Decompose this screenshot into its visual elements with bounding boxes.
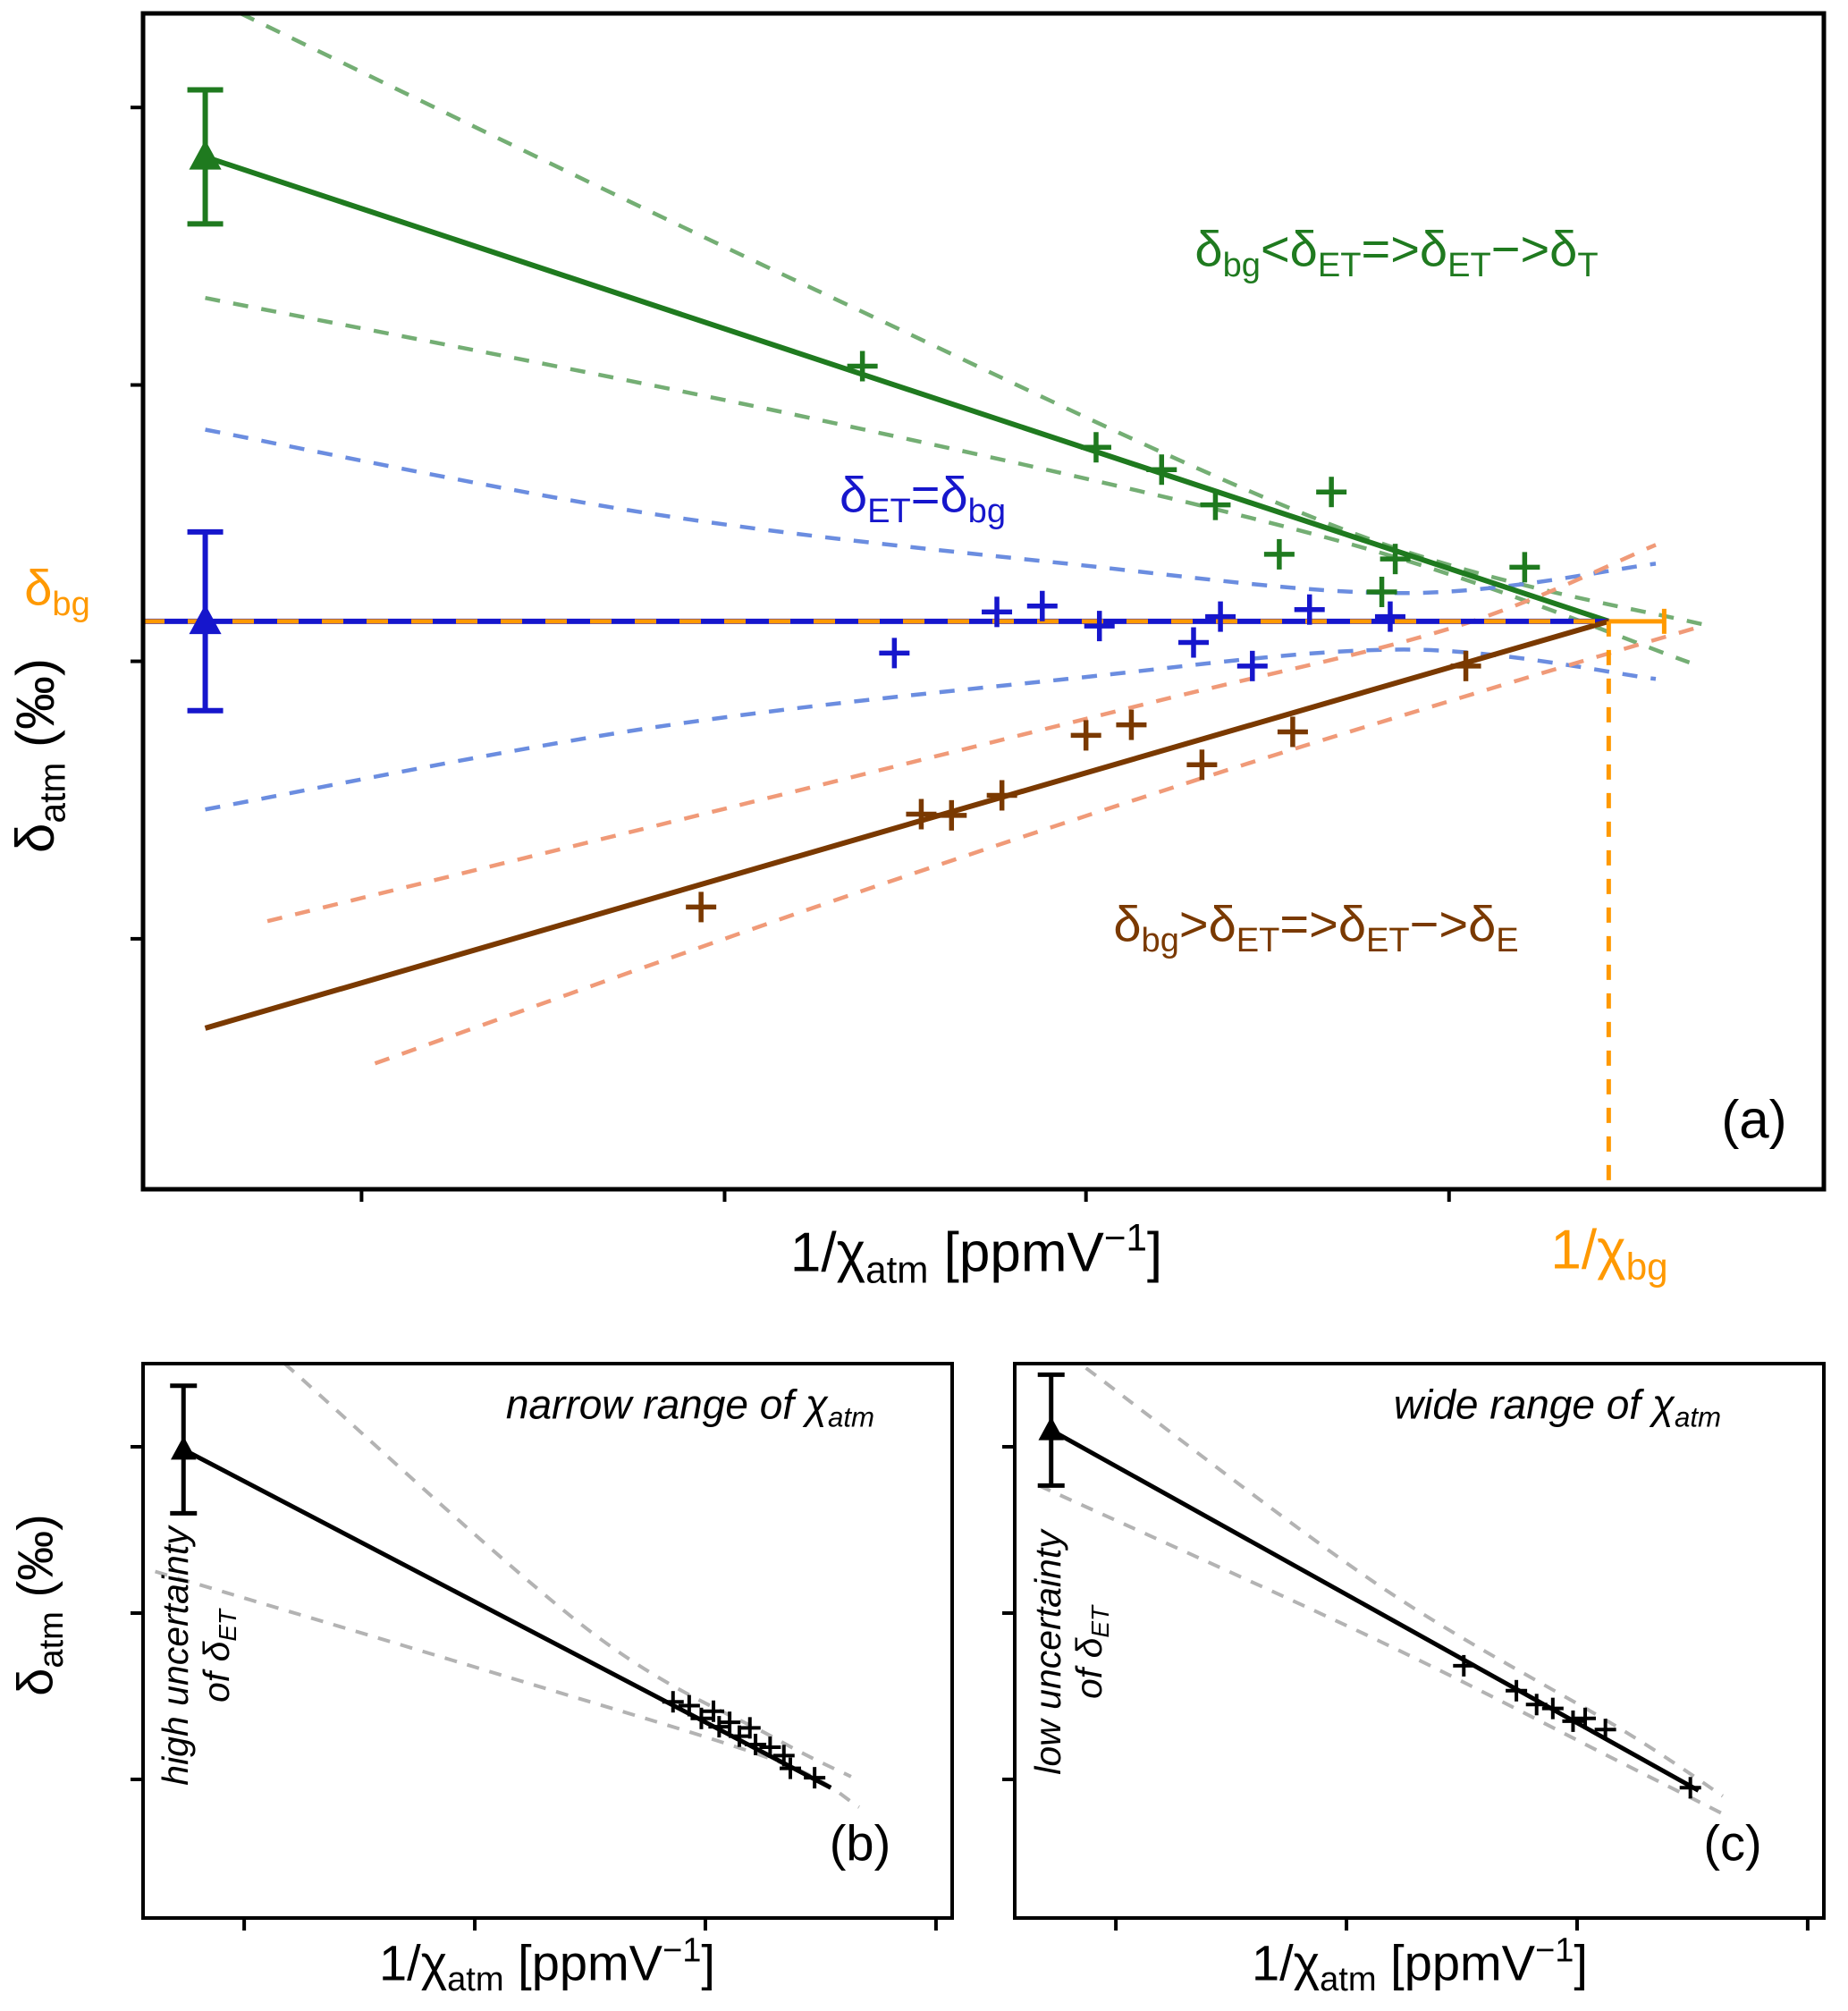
panel-c-x-axis-label: 1/χatm [ppmV−1] <box>1252 1931 1588 1998</box>
panel-c-letter: (c) <box>1703 1814 1762 1872</box>
green-case-annotation: δbg<δET=>δET−>δT <box>1194 220 1599 284</box>
panel-b-plot <box>131 1362 954 1931</box>
high-uncertainty-annotation: high uncertainty of δET <box>154 1526 242 1786</box>
panel-a-letter: (a) <box>1721 1089 1787 1150</box>
panel-c-plot <box>1002 1362 1826 1931</box>
panel-a-y-axis-label: δatm (‰) <box>5 657 73 854</box>
inverse-chi-bg-axis-label: 1/χbg <box>1550 1219 1668 1289</box>
panel-b-letter: (b) <box>829 1814 891 1872</box>
delta-bg-axis-label: δbg <box>24 559 90 623</box>
panel-a-plot <box>131 11 1827 1202</box>
low-uncertainty-annotation: low uncertainty of δET <box>1026 1530 1115 1775</box>
narrow-range-annotation: narrow range of χatm <box>505 1381 875 1433</box>
panel-b-y-axis-label: δatm (‰) <box>6 1514 71 1696</box>
brown-case-annotation: δbg>δET=>δET−>δE <box>1113 895 1519 959</box>
blue-case-annotation: δET=δbg <box>839 466 1007 530</box>
panel-a-x-axis-label: 1/χatm [ppmV−1] <box>789 1216 1163 1291</box>
panel-b-x-axis-label: 1/χatm [ppmV−1] <box>379 1931 715 1998</box>
wide-range-annotation: wide range of χatm <box>1393 1381 1722 1433</box>
